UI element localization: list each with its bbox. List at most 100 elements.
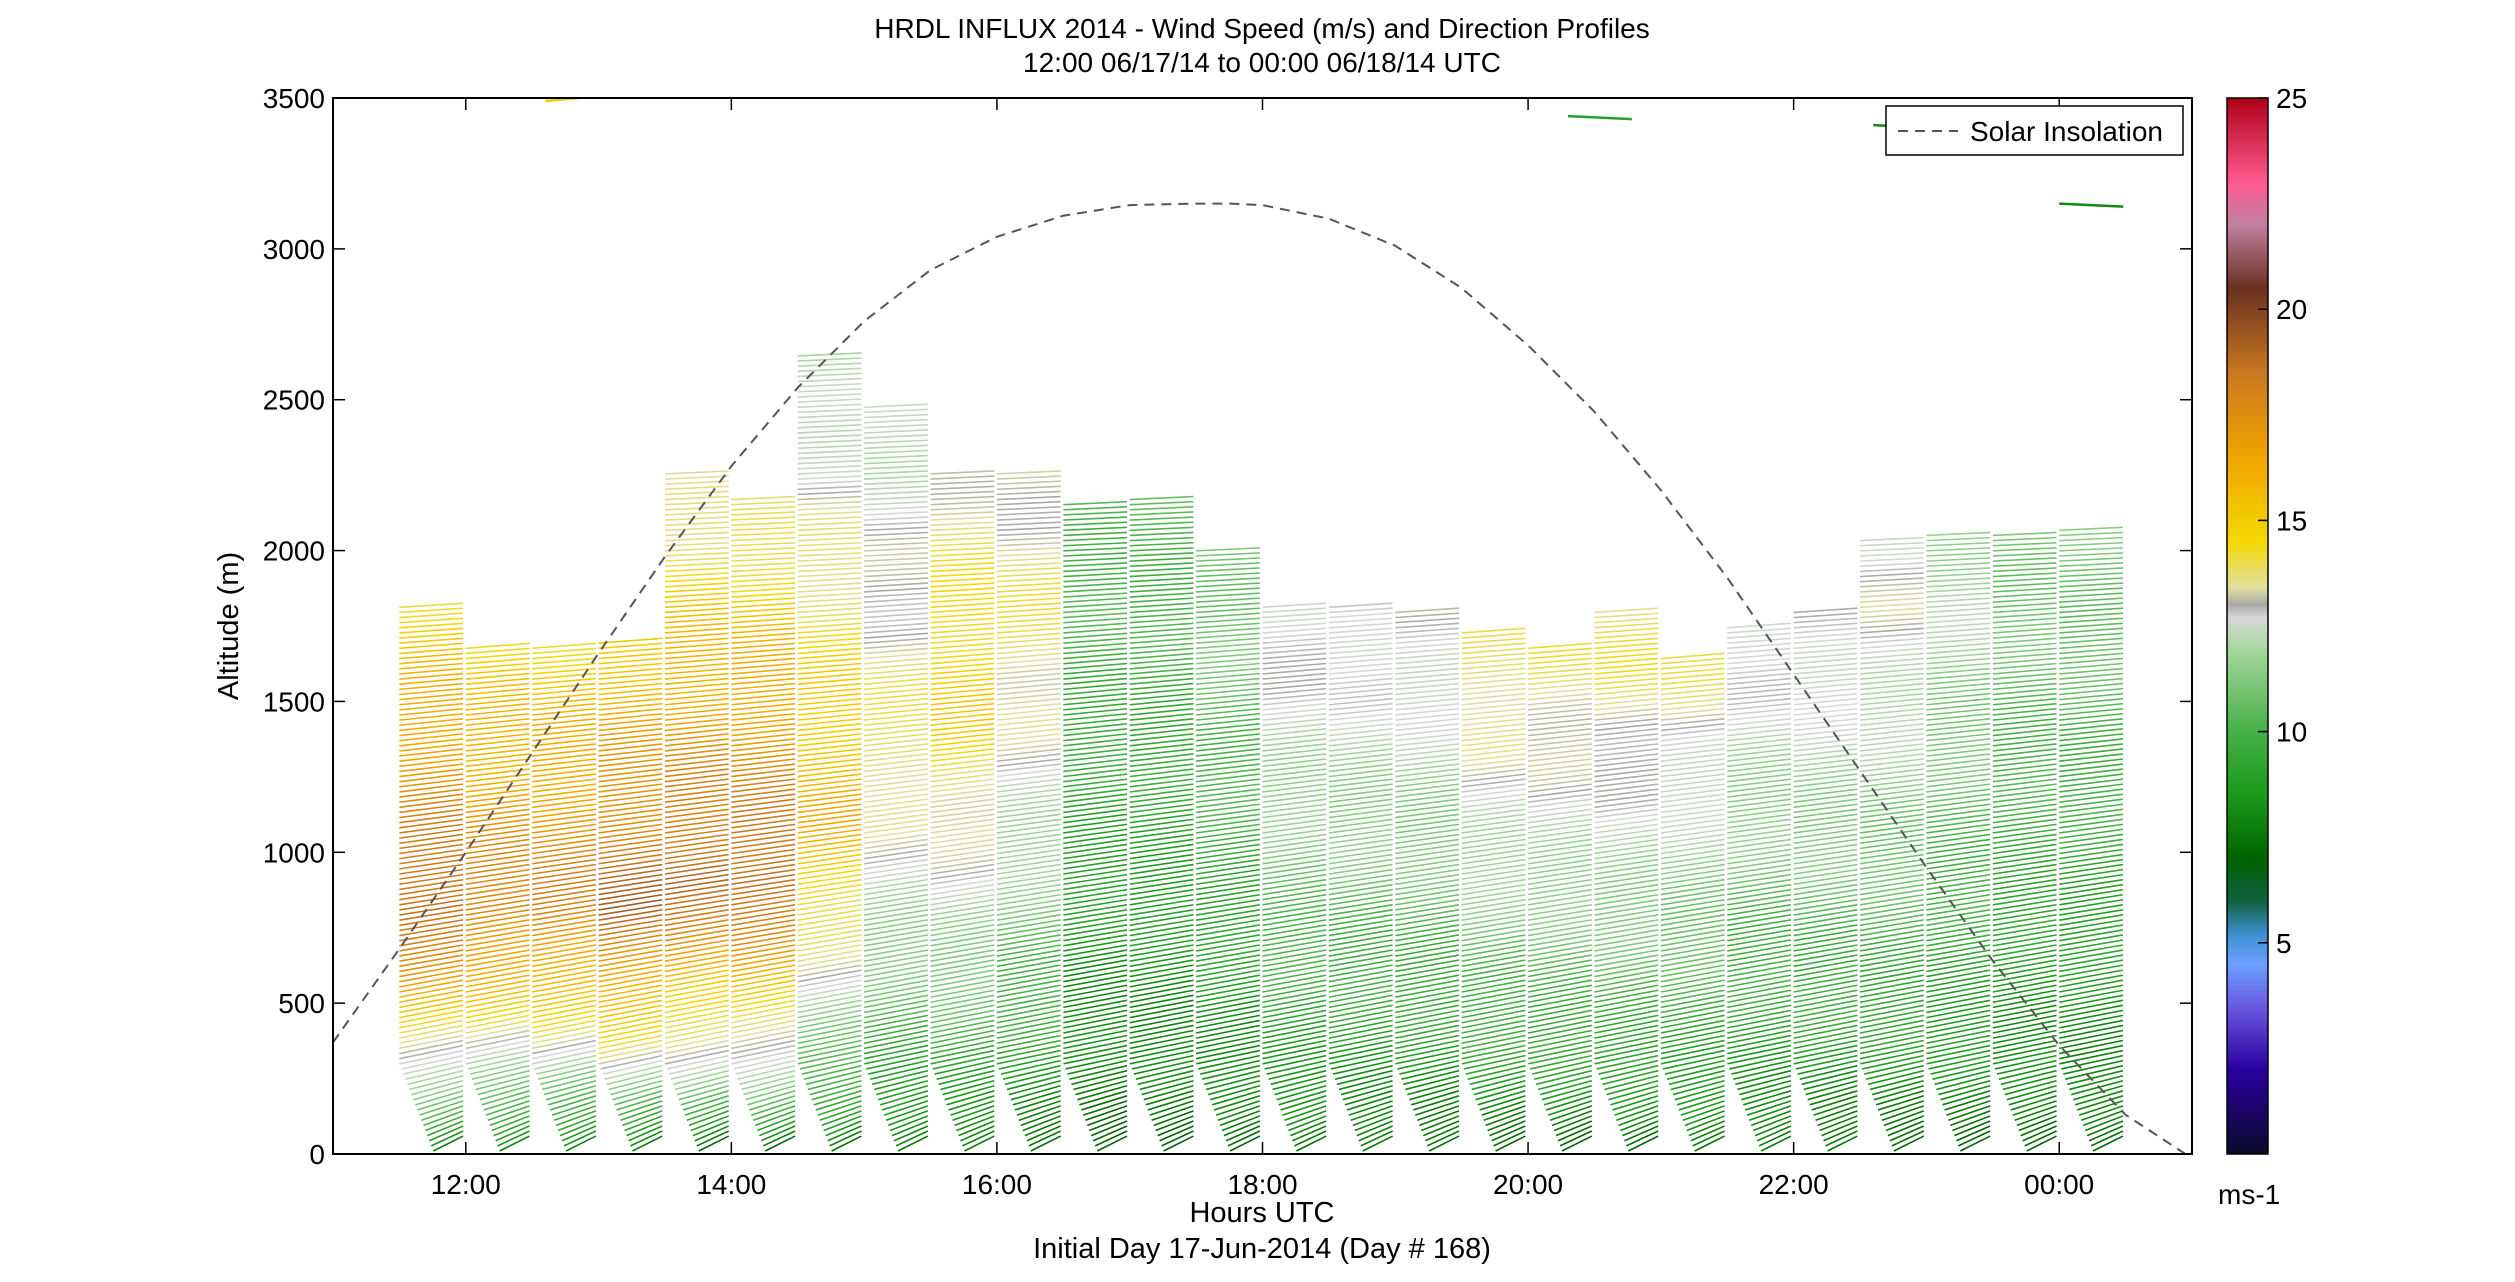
wind-segment: [1290, 1120, 1327, 1137]
wind-segment: [930, 863, 995, 875]
wind-segment: [1262, 914, 1327, 927]
wind-segment: [1992, 748, 2057, 757]
wind-segment: [797, 459, 862, 465]
wind-segment: [1859, 823, 1924, 834]
wind-segment: [1063, 728, 1128, 737]
wind-segment: [864, 954, 929, 968]
wind-segment: [2059, 788, 2124, 798]
wind-segment: [399, 803, 464, 814]
wind-segment: [1395, 909, 1460, 921]
wind-segment: [1992, 627, 2057, 634]
wind-segment: [1859, 728, 1924, 737]
wind-segment: [1395, 783, 1460, 793]
wind-segment: [1992, 1019, 2057, 1034]
wind-segment: [797, 893, 862, 906]
wind-segment: [731, 773, 796, 783]
wind-segment: [1196, 627, 1260, 634]
wind-segment: [1328, 909, 1393, 921]
wind-segment: [2059, 717, 2124, 727]
wind-segment: [1594, 974, 1659, 988]
wind-segment: [598, 733, 663, 742]
wind-segment: [930, 470, 995, 475]
wind-segment: [1129, 733, 1194, 742]
wind-segment: [1395, 828, 1460, 839]
wind-segment: [996, 516, 1061, 521]
wind-segment: [2059, 728, 2124, 737]
wind-segment: [399, 743, 464, 752]
wind-segment: [2061, 1054, 2124, 1070]
wind-segment: [1793, 898, 1858, 911]
wind-segment: [1461, 888, 1526, 901]
wind-segment: [797, 372, 862, 378]
wind-segment: [797, 682, 862, 691]
wind-segment: [1660, 768, 1725, 778]
wind-segment: [1992, 934, 2057, 947]
wind-segment: [864, 863, 928, 875]
wind-segment: [1660, 989, 1725, 1004]
wind-segment: [1793, 1014, 1858, 1029]
wind-segment: [664, 682, 729, 691]
wind-segment: [1215, 1100, 1261, 1116]
wind-segment: [1727, 697, 1792, 706]
wind-segment: [930, 672, 995, 680]
wind-segment: [1397, 1054, 1460, 1070]
wind-segment: [954, 1110, 995, 1127]
wind-segment: [731, 954, 796, 968]
wind-segment: [664, 652, 729, 660]
wind-segment: [1893, 1135, 1925, 1152]
wind-segment: [1395, 662, 1460, 670]
wind-segment: [1859, 753, 1924, 762]
x-tick-label: 22:00: [1759, 1169, 1829, 1200]
wind-segment: [1793, 924, 1858, 937]
wind-segment: [1859, 1049, 1924, 1065]
wind-segment: [1594, 888, 1659, 901]
wind-segment: [797, 909, 862, 921]
wind-segment: [1217, 1105, 1261, 1121]
wind-segment: [1594, 878, 1659, 891]
wind-segment: [1063, 888, 1128, 901]
wind-segment: [1262, 873, 1327, 886]
wind-segment: [864, 893, 929, 906]
wind-segment: [598, 712, 663, 721]
wind-segment: [1063, 687, 1128, 696]
wind-segment: [664, 783, 729, 793]
wind-segment: [731, 506, 796, 511]
wind-segment: [1129, 1034, 1194, 1050]
wind-segment: [664, 934, 729, 947]
wind-segment: [864, 914, 929, 927]
wind-segment: [1813, 1100, 1858, 1116]
wind-segment: [1328, 1044, 1393, 1060]
wind-segment: [1129, 702, 1194, 711]
wind-segment: [864, 798, 928, 809]
wind-segment: [1885, 1115, 1925, 1132]
wind-segment: [762, 1130, 796, 1147]
wind-segment: [1594, 838, 1659, 850]
wind-segment: [1678, 1095, 1725, 1111]
wind-segment: [664, 470, 729, 475]
wind-segment: [465, 712, 530, 721]
wind-segment: [532, 773, 597, 783]
wind-segment: [1129, 939, 1194, 952]
wind-segment: [797, 597, 862, 603]
wind-segment: [1793, 994, 1858, 1009]
wind-segment: [1594, 637, 1659, 644]
wind-segment: [1793, 687, 1858, 696]
wind-segment: [2059, 743, 2124, 752]
wind-segment: [1461, 627, 1526, 634]
wind-segment: [864, 577, 928, 583]
wind-segment: [1262, 1014, 1327, 1029]
wind-segment: [731, 712, 796, 721]
wind-segment: [1926, 843, 1991, 855]
wind-segment: [1926, 994, 1991, 1009]
wind-segment: [1926, 848, 1991, 860]
wind-segment: [737, 1064, 796, 1080]
wind-segment: [1262, 919, 1327, 932]
wind-segment: [1196, 687, 1260, 696]
wind-segment: [696, 1130, 730, 1147]
wind-segment: [1936, 1074, 1991, 1091]
wind-segment: [598, 838, 663, 850]
wind-segment: [598, 813, 663, 824]
wind-segment: [598, 707, 663, 716]
wind-segment: [598, 1014, 663, 1029]
